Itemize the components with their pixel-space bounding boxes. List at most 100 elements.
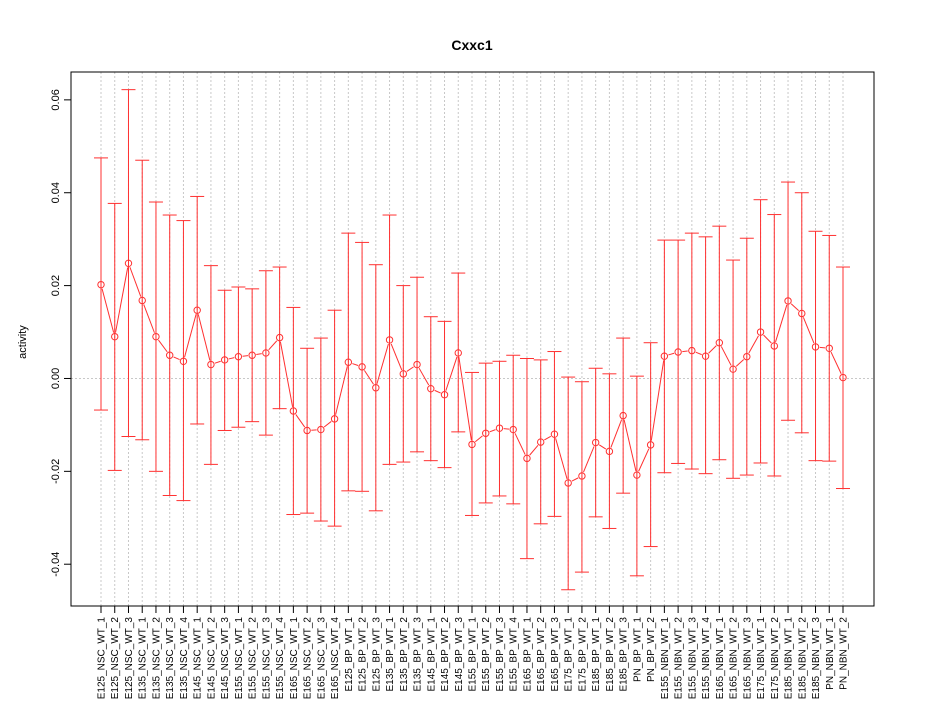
error-bars (94, 89, 850, 591)
data-point (220, 356, 229, 364)
series-segment (363, 370, 374, 385)
data-point (784, 297, 792, 305)
series-segment (101, 288, 115, 333)
x-tick-label: E125_NSC_WT_1 (97, 617, 108, 700)
data-point (385, 336, 394, 344)
error-bar (561, 376, 576, 591)
x-tick-label: E135_NSC_WT_4 (179, 617, 190, 700)
error-bar (767, 214, 782, 477)
error-bar (753, 199, 768, 464)
data-point (262, 349, 270, 357)
error-bar (519, 358, 534, 560)
error-bar (437, 320, 452, 469)
data-point (248, 351, 256, 359)
error-bar (836, 266, 850, 490)
y-tick-label: 0.00 (50, 368, 62, 389)
series-segment (323, 421, 332, 428)
x-tick-label: E125_BP_WT_1 (344, 617, 355, 692)
x-tick-label: E155_NBN_WT_4 (701, 617, 712, 700)
x-tick-label: E175_BP_WT_1 (564, 617, 575, 692)
series-segment (830, 351, 842, 374)
series-segment (458, 357, 472, 441)
x-tick-label: E135_BP_WT_2 (399, 617, 410, 692)
data-point (482, 429, 490, 437)
x-tick-label: E125_NSC_WT_3 (124, 617, 135, 700)
data-point (97, 280, 105, 289)
x-tick-label: E155_NBN_WT_2 (674, 617, 685, 700)
data-point (413, 360, 421, 369)
error-bar (533, 359, 548, 525)
error-bar (217, 289, 232, 431)
series-segment (748, 335, 759, 354)
x-tick-label: PN_NBN_WT_1 (825, 617, 836, 690)
x-tick-label: E155_NSC_WT_1 (234, 617, 245, 700)
x-tick-label: E165_NBN_WT_3 (742, 617, 753, 700)
series-segment (184, 314, 197, 358)
error-bar (423, 316, 438, 462)
data-point (234, 352, 243, 361)
data-point (674, 348, 682, 356)
data-point (468, 440, 476, 449)
data-point (825, 344, 833, 352)
series-segment (682, 350, 688, 353)
series-segment (268, 340, 278, 351)
error-bar (327, 309, 342, 527)
data-point (289, 407, 298, 415)
error-bar (190, 195, 205, 425)
data-point (330, 415, 339, 423)
error-bar (547, 351, 562, 517)
x-tick-label: E165_NSC_WT_3 (316, 617, 327, 700)
data-point (344, 358, 353, 366)
error-bar (258, 270, 273, 436)
error-bar (313, 337, 328, 522)
series-segment (129, 267, 142, 297)
series-segment (598, 444, 607, 450)
series-segment (668, 352, 675, 356)
series-segment (790, 303, 800, 311)
series-segment (583, 446, 595, 473)
series-segment (418, 367, 430, 386)
series-segment (390, 343, 403, 371)
x-tick-label: E185_BP_WT_3 (619, 617, 630, 692)
series-segment (352, 363, 359, 366)
series-segment (650, 360, 665, 441)
data-point (591, 438, 600, 447)
data-point (358, 363, 366, 371)
error-bar (121, 89, 136, 438)
x-tick-label: PN_BP_WT_2 (646, 617, 657, 682)
error-bar (616, 337, 631, 494)
x-tick-label: E145_NSC_WT_2 (206, 617, 217, 700)
x-tick-label: E165_BP_WT_3 (550, 617, 561, 692)
series-segment (514, 433, 526, 455)
x-tick-label: PN_NBN_WT_2 (839, 617, 850, 690)
error-bar (162, 214, 177, 496)
error-bar (176, 220, 191, 502)
x-tick-label: E155_NSC_WT_4 (275, 617, 286, 700)
series-segment (406, 366, 414, 372)
series-segment (335, 366, 348, 415)
error-bar (300, 347, 315, 514)
series-segment (555, 438, 568, 480)
data-point (688, 346, 696, 355)
error-bar (355, 241, 370, 492)
y-tick-label: 0.04 (50, 182, 62, 203)
data-point (124, 259, 133, 268)
series-segment (214, 360, 221, 364)
series-segment (503, 428, 510, 430)
data-point (564, 479, 572, 487)
error-bar (245, 288, 260, 423)
series-segment (610, 419, 623, 448)
x-tick-label: E175_BP_WT_2 (577, 617, 588, 692)
series-line (101, 267, 842, 482)
error-bar (781, 181, 796, 421)
data-point (701, 352, 710, 360)
data-point (633, 471, 641, 479)
series-segment (445, 356, 458, 391)
series-segment (228, 357, 235, 360)
error-bar (107, 202, 122, 471)
data-point (166, 351, 174, 359)
series-segment (474, 435, 483, 443)
series-segment (115, 267, 129, 333)
error-bar (822, 234, 837, 462)
